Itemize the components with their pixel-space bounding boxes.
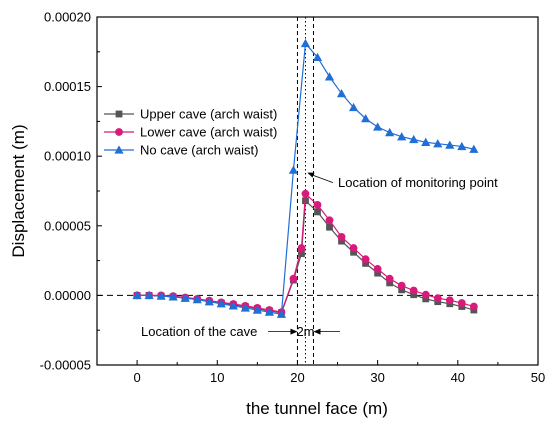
monitoring-point-annotation: Location of monitoring point — [338, 175, 498, 190]
data-point — [288, 165, 299, 174]
data-point — [373, 265, 382, 273]
data-point — [144, 290, 154, 300]
x-tick-label: 30 — [370, 370, 384, 385]
data-point — [469, 144, 479, 153]
data-point — [445, 140, 455, 149]
cave-location-annotation: Location of the cave — [141, 324, 257, 339]
data-point — [362, 259, 370, 267]
legend: Upper cave (arch waist) Lower cave (arch … — [104, 107, 277, 158]
data-point — [114, 145, 124, 154]
data-point — [373, 122, 383, 131]
monitoring-arrow-head — [307, 172, 315, 178]
legend-item: No cave (arch waist) — [104, 143, 258, 158]
x-axis-label: the tunnel face (m) — [246, 399, 388, 418]
legend-item: Upper cave (arch waist) — [104, 107, 277, 122]
data-point — [398, 286, 406, 294]
cave-arrow-head-left — [290, 328, 298, 335]
y-tick-label: 0.00015 — [44, 79, 91, 94]
data-point — [324, 72, 335, 81]
data-point — [350, 248, 357, 256]
data-point — [313, 201, 322, 209]
data-point — [457, 299, 466, 307]
data-point — [469, 302, 478, 311]
legend-label: Upper cave (arch waist) — [140, 107, 277, 122]
data-point — [361, 255, 370, 264]
data-point — [228, 301, 238, 310]
data-point — [289, 274, 298, 283]
y-tick-label: 0.00010 — [44, 149, 91, 164]
legend-label: Lower cave (arch waist) — [140, 125, 277, 140]
data-point — [457, 141, 467, 151]
data-point — [385, 274, 394, 283]
data-point — [433, 139, 443, 148]
x-tick-label: 0 — [133, 370, 140, 385]
data-point — [301, 189, 310, 198]
y-tick-label: -0.00005 — [40, 358, 91, 373]
data-point — [421, 290, 430, 299]
cave-span-label: 2m — [296, 324, 314, 339]
data-point — [397, 281, 406, 290]
y-axis-label: Displacement (m) — [9, 124, 28, 257]
data-point — [409, 134, 419, 144]
data-point — [156, 291, 166, 300]
data-point — [115, 110, 123, 118]
x-tick-label: 20 — [290, 370, 304, 385]
data-point — [192, 294, 202, 304]
data-point — [325, 216, 334, 225]
data-point — [386, 279, 394, 287]
series-layer — [132, 38, 479, 318]
data-point — [264, 307, 274, 316]
data-point — [314, 208, 321, 216]
data-point — [397, 132, 407, 141]
data-point — [252, 305, 262, 314]
data-point — [204, 297, 214, 306]
data-point — [445, 296, 454, 305]
series-triangle — [132, 38, 479, 318]
data-point — [132, 290, 142, 300]
y-tick-label: 0.00005 — [44, 218, 91, 233]
data-point — [338, 237, 345, 245]
data-point — [312, 52, 323, 62]
data-point — [421, 137, 431, 146]
annotations: Location of monitoring point Location of … — [141, 172, 498, 339]
data-point — [180, 293, 190, 302]
data-point — [216, 299, 226, 308]
data-point — [168, 292, 178, 301]
legend-item: Lower cave (arch waist) — [104, 125, 277, 140]
data-point — [240, 303, 250, 312]
legend-label: No cave (arch waist) — [140, 143, 258, 158]
data-point — [300, 38, 311, 48]
y-tick-label: 0.00020 — [44, 10, 91, 25]
data-point — [276, 309, 287, 318]
data-point — [336, 88, 347, 98]
data-point — [298, 250, 305, 258]
data-point — [422, 295, 430, 303]
data-point — [374, 269, 382, 277]
data-point — [433, 294, 442, 303]
x-tick-label: 50 — [531, 370, 545, 385]
x-tick-label: 10 — [210, 370, 224, 385]
data-point — [361, 114, 371, 123]
data-point — [115, 128, 123, 136]
data-point — [409, 286, 418, 295]
y-tick-label: 0.00000 — [44, 288, 91, 303]
data-point — [297, 244, 306, 252]
data-point — [349, 244, 358, 252]
data-point — [337, 233, 346, 241]
series-circle — [133, 189, 478, 317]
x-tick-label: 40 — [451, 370, 465, 385]
cave-arrow-head-right — [313, 328, 321, 335]
data-point — [348, 102, 359, 112]
data-point — [385, 127, 395, 137]
ticks-layer: 0 10 20 30 40 50 -0.00005 0.00000 0.00005 0.00010… — [40, 10, 546, 386]
data-point — [410, 291, 418, 299]
data-point — [326, 223, 333, 231]
